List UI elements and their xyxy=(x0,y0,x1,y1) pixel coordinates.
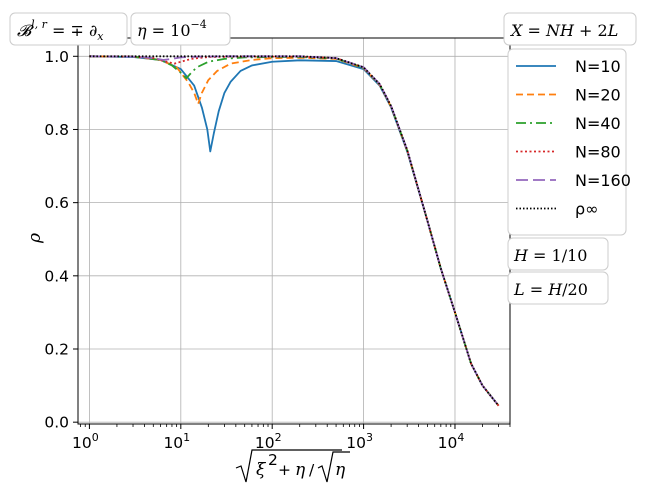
x-tick-label: 102 xyxy=(255,431,282,452)
title-box-eta: η = 10−4 xyxy=(130,12,231,46)
series-line-n160 xyxy=(89,55,500,407)
x-tick-label: 103 xyxy=(346,431,373,452)
svg-text:H = 1/10: H = 1/10 xyxy=(513,246,587,265)
ticks: 0.0 0.2 0.4 0.6 0.8 1.0 100 101 102 103 104 xyxy=(44,48,511,452)
title-box-boundary: 𝓑l, r = ∓ ∂x xyxy=(9,12,128,46)
svg-text:X = NH + 2L: X = NH + 2L xyxy=(509,21,618,40)
svg-text:+: + xyxy=(278,461,291,479)
legend-label: N=80 xyxy=(575,143,621,162)
x-tick-label: 100 xyxy=(72,431,99,452)
y-tick-label: 0.6 xyxy=(44,194,69,212)
plot-background xyxy=(78,38,510,424)
legend-label: N=160 xyxy=(575,171,631,190)
legend-label: N=10 xyxy=(575,57,621,76)
svg-text:𝓑l, r = ∓ ∂x: 𝓑l, r = ∓ ∂x xyxy=(17,18,104,43)
svg-text:ξ: ξ xyxy=(256,460,267,480)
series-lines xyxy=(89,55,500,407)
y-tick-label: 0.4 xyxy=(44,267,69,285)
svg-text:L = H/20: L = H/20 xyxy=(513,280,588,299)
info-box-x: X = NH + 2L xyxy=(503,12,637,46)
legend-label: N=20 xyxy=(575,86,621,105)
svg-text:η = 10−4: η = 10−4 xyxy=(137,18,207,40)
svg-text:/: / xyxy=(309,461,315,479)
x-tick-label: 104 xyxy=(438,431,465,452)
info-box-l: L = H/20 xyxy=(507,271,609,305)
svg-text:η: η xyxy=(295,460,306,480)
y-tick-label: 0.8 xyxy=(44,121,69,139)
info-box-h: H = 1/10 xyxy=(507,237,609,271)
legend: N=10 N=20 N=40 N=80 N=160 ρ∞ xyxy=(507,48,631,236)
legend-label: ρ∞ xyxy=(575,200,598,219)
svg-text:2: 2 xyxy=(268,451,278,469)
x-axis-label: ξ 2 + η / η xyxy=(235,449,350,483)
svg-text:η: η xyxy=(335,460,346,480)
x-tick-label: 101 xyxy=(163,431,190,452)
y-axis-label: ρ xyxy=(25,233,45,244)
y-tick-label: 1.0 xyxy=(44,48,69,66)
legend-label: N=40 xyxy=(575,114,621,133)
y-tick-label: 0.0 xyxy=(44,414,69,432)
y-tick-label: 0.2 xyxy=(44,340,69,358)
